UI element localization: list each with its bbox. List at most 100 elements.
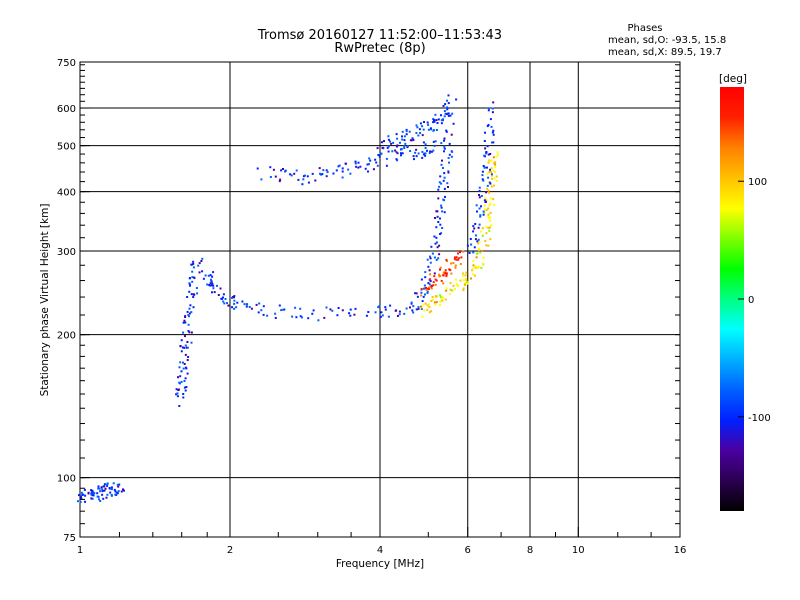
data-point	[462, 287, 465, 290]
data-point	[489, 118, 492, 121]
data-point	[250, 307, 253, 310]
data-point	[482, 210, 485, 213]
data-point	[488, 229, 491, 232]
data-point	[415, 148, 418, 151]
data-point	[464, 281, 467, 284]
data-point	[475, 204, 478, 207]
x-tick-label: 2	[227, 545, 233, 556]
data-point	[455, 256, 458, 259]
data-point	[458, 257, 461, 260]
data-point	[188, 307, 191, 310]
data-point	[434, 113, 437, 116]
y-axis-label: Stationary phase Virtual Height [km]	[39, 204, 51, 397]
data-point	[183, 386, 186, 389]
data-point	[184, 316, 187, 318]
data-point	[436, 210, 439, 213]
data-point	[442, 296, 444, 299]
data-point	[223, 302, 226, 305]
data-point	[410, 301, 413, 304]
data-point	[192, 262, 195, 265]
data-point	[426, 304, 429, 307]
data-point	[438, 253, 441, 256]
data-point	[422, 287, 425, 290]
data-point	[326, 171, 329, 174]
data-point	[192, 266, 195, 269]
data-point	[182, 361, 184, 364]
data-point	[446, 260, 448, 263]
data-point	[226, 302, 228, 305]
data-point	[245, 305, 248, 308]
data-point	[485, 226, 488, 228]
data-point	[212, 284, 215, 287]
data-point	[426, 292, 429, 294]
data-point	[188, 331, 191, 334]
data-point	[368, 163, 370, 166]
data-point	[341, 167, 344, 170]
data-point	[108, 487, 111, 489]
data-point	[437, 197, 440, 200]
data-point	[421, 315, 424, 318]
data-point	[451, 150, 454, 153]
data-point	[439, 175, 442, 178]
data-point	[405, 128, 408, 131]
data-point	[224, 298, 227, 300]
data-point	[485, 191, 488, 194]
data-point	[106, 484, 109, 487]
data-point	[428, 286, 431, 289]
data-point	[478, 196, 481, 199]
data-point	[179, 345, 182, 348]
data-point	[495, 175, 498, 178]
data-point	[464, 274, 467, 277]
data-point	[446, 108, 449, 111]
data-point	[424, 147, 427, 149]
data-point	[411, 139, 414, 142]
data-point	[278, 180, 281, 183]
data-point	[489, 211, 492, 214]
data-point	[311, 172, 314, 175]
colorbar-tick-label: -100	[748, 413, 771, 424]
data-point	[486, 187, 489, 190]
data-point	[304, 174, 306, 177]
data-point	[443, 199, 446, 202]
data-point	[466, 281, 469, 283]
data-point	[420, 294, 423, 297]
data-point	[485, 152, 488, 155]
data-point	[207, 274, 210, 277]
y-tick-label: 300	[57, 247, 76, 258]
data-point	[477, 226, 480, 229]
data-point	[444, 269, 447, 272]
data-point	[395, 151, 398, 153]
data-point	[115, 491, 118, 494]
data-point	[477, 247, 480, 250]
data-point	[349, 172, 352, 175]
data-point	[426, 258, 429, 261]
data-point	[404, 142, 407, 145]
data-point	[488, 204, 491, 207]
phase-stats-heading: Phases	[627, 23, 662, 34]
data-point	[178, 405, 181, 407]
data-point	[376, 164, 379, 167]
data-point	[176, 392, 179, 395]
data-point	[487, 176, 490, 179]
data-point	[470, 243, 473, 246]
data-point	[442, 271, 445, 274]
data-point	[494, 161, 497, 164]
data-point	[435, 295, 438, 298]
data-point	[231, 296, 233, 299]
data-point	[177, 376, 179, 379]
data-point	[492, 101, 495, 104]
data-point	[489, 168, 491, 171]
data-point	[447, 157, 450, 159]
data-point	[192, 260, 195, 263]
data-point	[478, 241, 481, 244]
data-point	[426, 290, 429, 293]
data-point	[120, 490, 123, 493]
data-point	[380, 152, 383, 155]
data-point	[490, 173, 493, 176]
data-point	[185, 367, 188, 370]
data-point	[478, 249, 481, 252]
data-point	[415, 132, 418, 134]
data-point	[282, 308, 285, 311]
data-point	[486, 166, 488, 169]
data-point	[307, 317, 310, 320]
